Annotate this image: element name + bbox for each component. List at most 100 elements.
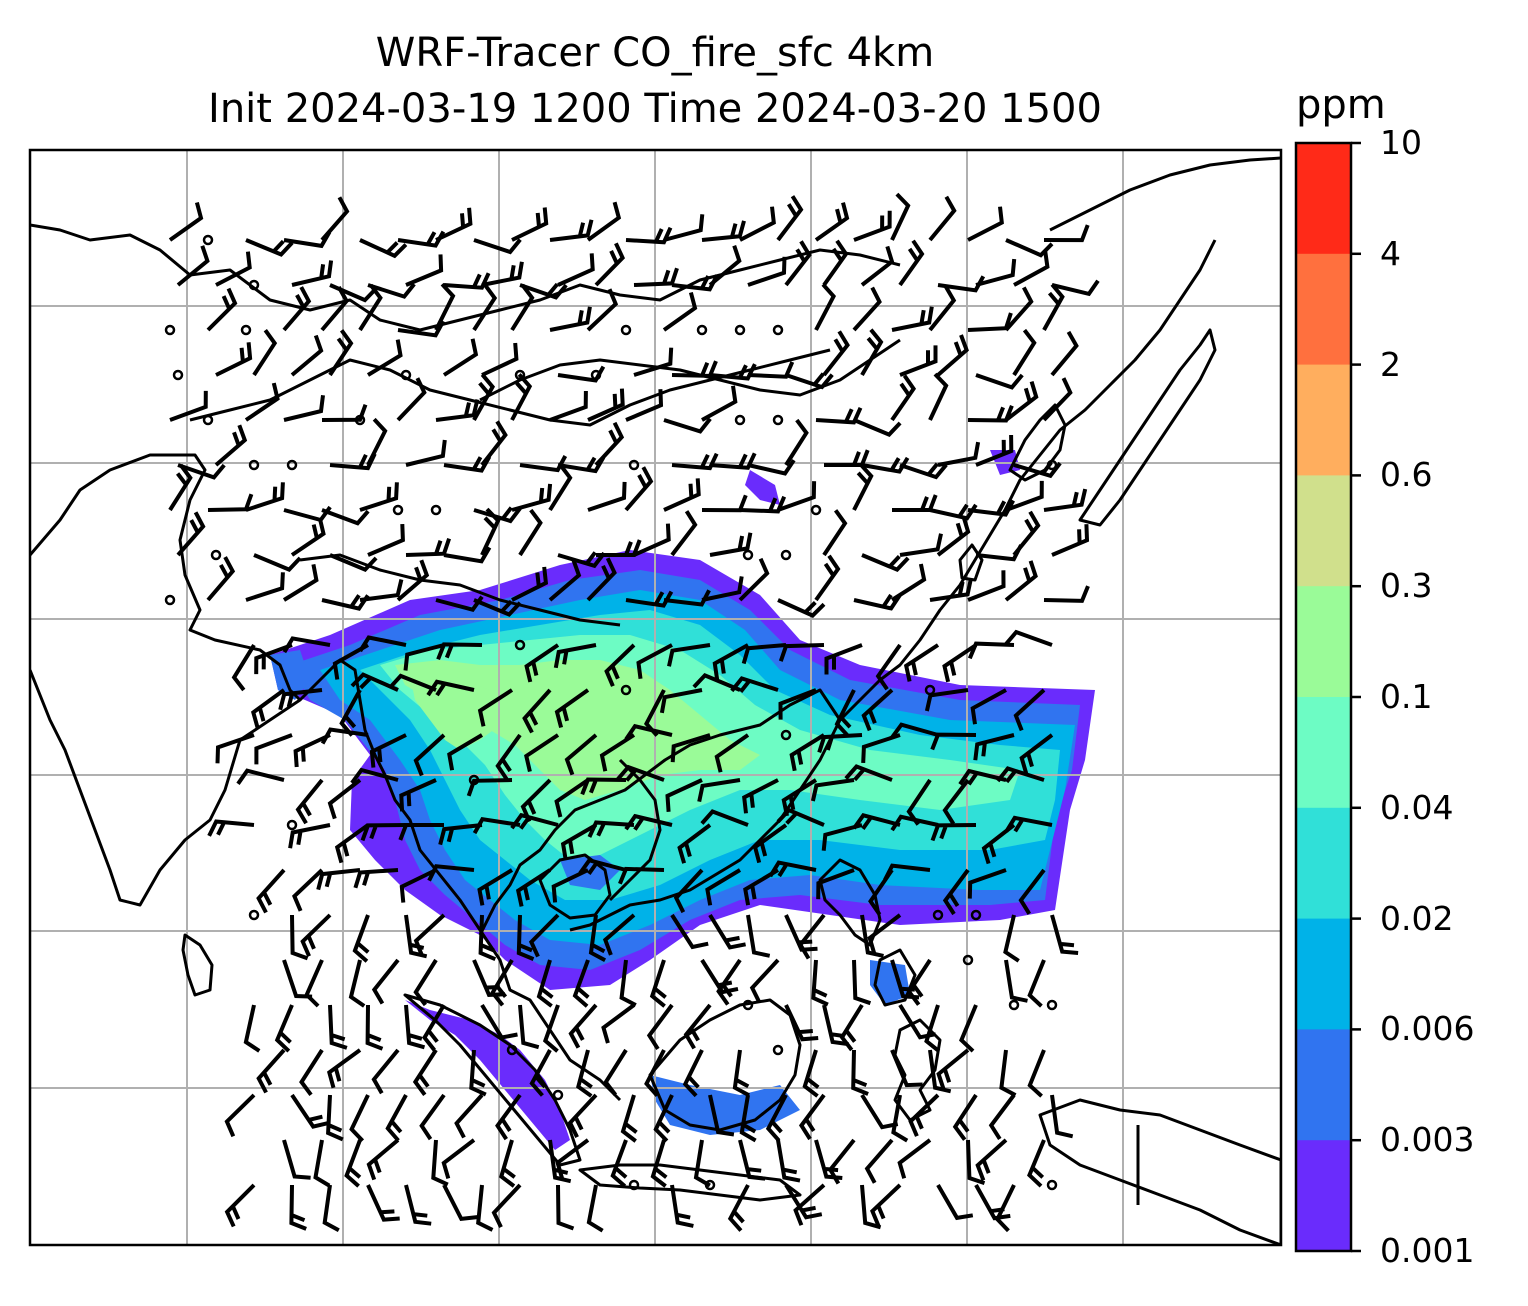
wind-barb xyxy=(633,347,674,377)
plume-patch-north xyxy=(745,450,1020,505)
wind-barb xyxy=(290,334,324,377)
wind-barb xyxy=(327,778,362,820)
wind-barb xyxy=(365,1004,384,1051)
colorbar-segment xyxy=(1296,475,1351,587)
wind-barb xyxy=(618,866,665,885)
wind-barb xyxy=(663,214,705,242)
wind-barb xyxy=(1013,688,1046,732)
calm-wind-marker xyxy=(742,999,754,1011)
wind-barb xyxy=(776,807,825,827)
colorbar-tick-label: 0.6 xyxy=(1380,455,1433,495)
wind-barb xyxy=(282,564,319,602)
wind-barb xyxy=(399,778,437,812)
wind-barb xyxy=(554,778,590,818)
wind-barb xyxy=(662,291,698,332)
wind-barb xyxy=(1051,279,1100,297)
wind-barb xyxy=(959,1004,978,1053)
wind-barb xyxy=(670,510,698,557)
colorbar-segment xyxy=(1296,1029,1351,1141)
wind-barb xyxy=(426,679,475,697)
wind-barb xyxy=(472,817,521,835)
wind-barb xyxy=(405,254,444,287)
wind-barb xyxy=(937,441,981,467)
wind-barb xyxy=(861,688,894,732)
wind-barb xyxy=(473,238,522,255)
wind-barb xyxy=(524,643,560,683)
calm-wind-marker xyxy=(742,549,754,561)
wind-barb xyxy=(928,195,957,242)
wind-barb xyxy=(515,868,552,907)
wind-barb xyxy=(861,733,901,763)
wind-barb xyxy=(868,868,894,916)
wind-barb xyxy=(320,196,350,242)
calm-wind-marker xyxy=(772,1044,784,1056)
wind-barb xyxy=(282,1139,311,1180)
wind-barb xyxy=(518,1004,540,1050)
gulf-of-thailand xyxy=(538,853,612,920)
sumatra-coastline xyxy=(403,993,582,1167)
wind-barb xyxy=(366,417,388,466)
wind-barb xyxy=(224,1093,256,1138)
wind-barb xyxy=(480,507,501,556)
wind-barb xyxy=(747,459,796,476)
wind-barb xyxy=(712,643,749,680)
wind-barb xyxy=(633,267,679,287)
wind-barb xyxy=(594,242,625,287)
wind-barb xyxy=(443,272,491,290)
wind-barb xyxy=(278,688,323,711)
calm-wind-marker xyxy=(172,369,184,381)
wind-barb xyxy=(476,1184,494,1232)
wind-barb xyxy=(811,959,829,1007)
colorbar-tick-label: 0.04 xyxy=(1380,787,1454,827)
wind-barb xyxy=(890,192,911,241)
wind-barb xyxy=(564,733,598,776)
wind-barb xyxy=(1005,480,1044,512)
wind-barb xyxy=(732,1049,750,1098)
wind-barb xyxy=(536,959,554,1008)
wind-barb xyxy=(673,868,704,914)
wind-barb xyxy=(396,377,427,422)
wind-barb xyxy=(924,688,969,712)
calm-wind-marker xyxy=(628,459,640,471)
wind-barb xyxy=(890,563,927,602)
wind-barb xyxy=(422,1003,446,1052)
wind-barb xyxy=(245,238,294,257)
wind-barb xyxy=(650,1139,668,1188)
wind-barb xyxy=(817,733,863,754)
northeast-coast xyxy=(1049,156,1281,232)
wind-barb xyxy=(321,508,370,526)
wind-barb xyxy=(936,1048,970,1090)
wind-barb xyxy=(867,913,902,954)
wind-barb xyxy=(897,1138,932,1179)
wind-barb xyxy=(359,238,408,259)
wind-barb xyxy=(1004,560,1038,602)
wind-barb xyxy=(586,557,617,602)
wind-barb xyxy=(860,1184,882,1230)
wind-barb xyxy=(890,814,939,832)
wind-barb xyxy=(244,382,280,422)
wind-barb xyxy=(883,863,931,881)
wind-barb xyxy=(371,958,400,1005)
calm-wind-marker xyxy=(590,369,602,381)
wind-barb xyxy=(427,864,475,882)
wind-barb xyxy=(567,1093,598,1138)
wind-barb xyxy=(177,463,226,480)
wind-barb xyxy=(495,733,522,781)
wind-barb xyxy=(814,202,850,242)
wind-barb xyxy=(328,1004,348,1050)
wind-barb xyxy=(251,688,286,729)
wind-barb xyxy=(709,452,757,470)
wind-barb xyxy=(359,579,404,602)
calm-wind-marker xyxy=(248,459,260,471)
wind-barb xyxy=(636,643,673,680)
colorbar xyxy=(1294,141,1361,1253)
wind-barb xyxy=(490,958,514,1007)
wind-barb xyxy=(625,389,664,422)
wind-barb xyxy=(404,1004,426,1050)
wind-barb xyxy=(169,390,208,422)
wind-barb xyxy=(398,823,444,841)
wind-barb xyxy=(824,643,863,675)
wind-barb xyxy=(852,286,882,332)
wind-barb xyxy=(981,823,1016,865)
